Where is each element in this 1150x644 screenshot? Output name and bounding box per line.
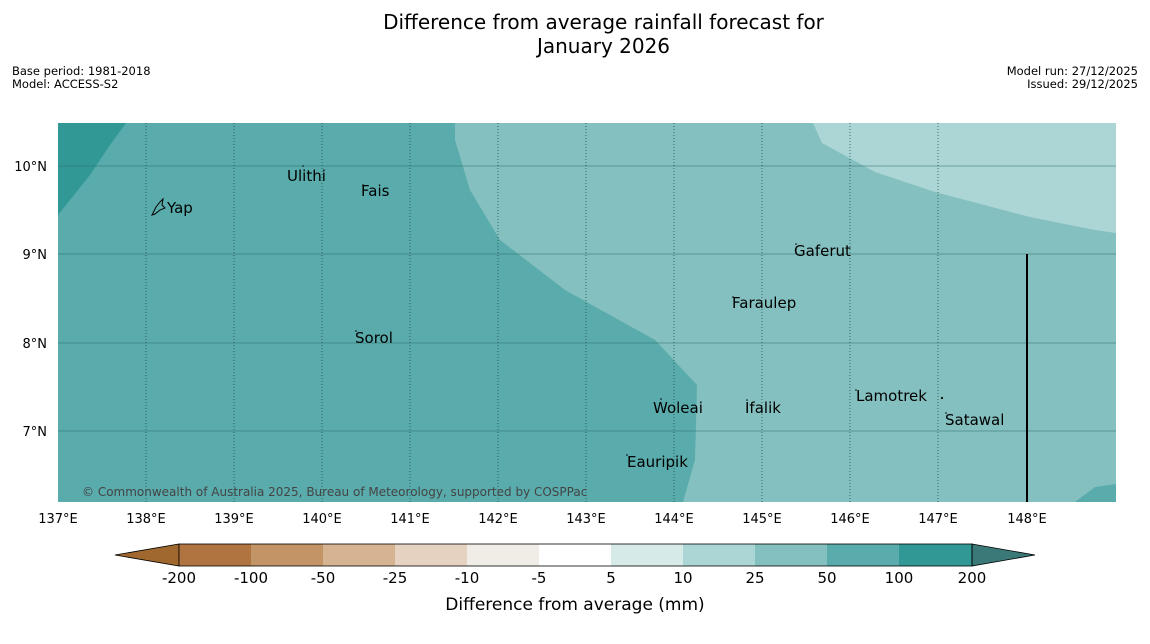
colorbar-bin [251,544,323,566]
place-faraulep: Faraulep [732,294,796,312]
lat-axis: 10°N 9°N 8°N 7°N [14,160,47,440]
place-ulithi: Ulithi [287,167,326,185]
place-sorol: Sorol [355,329,393,347]
lon-label-145e: 145°E [742,512,782,527]
colorbar-tick: 50 [817,569,836,587]
model-name: Model: ACCESS-S2 [12,77,119,91]
colorbar-bin [539,544,611,566]
band-10-25 [813,123,1116,233]
colorbar-tick: 10 [673,569,692,587]
map-title: Difference from average rainfall forecas… [0,10,1150,58]
colorbar-tick: 200 [958,569,987,587]
colorbar-tick: -10 [455,569,480,587]
colorbar-extend-low [114,543,180,567]
colorbar-tick: -100 [234,569,268,587]
island-markers [302,165,947,456]
meta-right: Model run: 27/12/2025 Issued: 29/12/2025 [1007,65,1138,91]
place-fais: Fais [361,182,390,200]
colorbar-tick: 100 [885,569,914,587]
lon-label-140e: 140°E [302,512,342,527]
colorbar-label: Difference from average (mm) [445,595,704,615]
lon-label-147e: 147°E [918,512,958,527]
lon-label-148e: 148°E [1007,512,1047,527]
lat-label-7n: 7°N [23,425,48,440]
lon-axis: 137°E 138°E 139°E 140°E 141°E 142°E 143°… [38,512,1047,527]
lat-label-8n: 8°N [23,337,48,352]
colorbar-frame [178,543,973,567]
colorbar-tick: -200 [162,569,196,587]
model-run: Model run: 27/12/2025 [1006,64,1138,78]
lat-label-9n: 9°N [23,248,48,263]
base-period: Base period: 1981-2018 [12,64,151,78]
title-line-1: Difference from average rainfall forecas… [383,10,824,34]
colorbar-tick: -50 [311,569,336,587]
colorbar-bin [899,544,972,566]
lon-label-139e: 139°E [214,512,254,527]
place-satawal: Satawal [945,411,1004,429]
colorbar-bin [683,544,755,566]
colorbar-bin [467,544,539,566]
place-yap: Yap [166,199,193,217]
colorbar-tick: 25 [745,569,764,587]
lon-label-142e: 142°E [478,512,518,527]
place-eauripik: Eauripik [627,453,688,471]
lon-label-144e: 144°E [654,512,694,527]
title-line-2: January 2026 [536,34,671,58]
place-lamotrek: Lamotrek [856,387,927,405]
colorbar-tick: -25 [383,569,408,587]
copyright-notice: © Commonwealth of Australia 2025, Bureau… [82,485,587,499]
issued-date: Issued: 29/12/2025 [1027,77,1138,91]
lon-label-137e: 137°E [38,512,78,527]
lon-label-138e: 138°E [126,512,166,527]
band-100-200 [58,123,126,215]
lon-label-141e: 141°E [390,512,430,527]
place-gaferut: Gaferut [794,242,851,260]
lon-gridlines [145,123,939,502]
colorbar-bin [755,544,827,566]
colorbar-bin [323,544,395,566]
lat-label-10n: 10°N [14,160,47,175]
band-50-100-patch [1075,484,1116,502]
lon-label-143e: 143°E [566,512,606,527]
colorbar-tick: 5 [606,569,616,587]
place-woleai: Woleai [653,399,703,417]
colorbar-bin [395,544,467,566]
colorbar: -200 -100 -50 -25 -10 -5 5 10 25 50 100 … [114,543,1036,615]
yap-island-shape [151,197,166,216]
band-25-50 [455,123,1116,502]
map-area: Ulithi Fais Yap Gaferut Faraulep Sorol L… [58,123,1116,502]
colorbar-bin [611,544,683,566]
meta-left: Base period: 1981-2018 Model: ACCESS-S2 [12,65,151,91]
colorbar-bin [179,544,251,566]
place-ifalik: Ifalik [745,399,781,417]
lon-label-146e: 146°E [830,512,870,527]
colorbar-extend-high [971,543,1036,567]
colorbar-tick: -5 [532,569,547,587]
colorbar-bin [827,544,899,566]
